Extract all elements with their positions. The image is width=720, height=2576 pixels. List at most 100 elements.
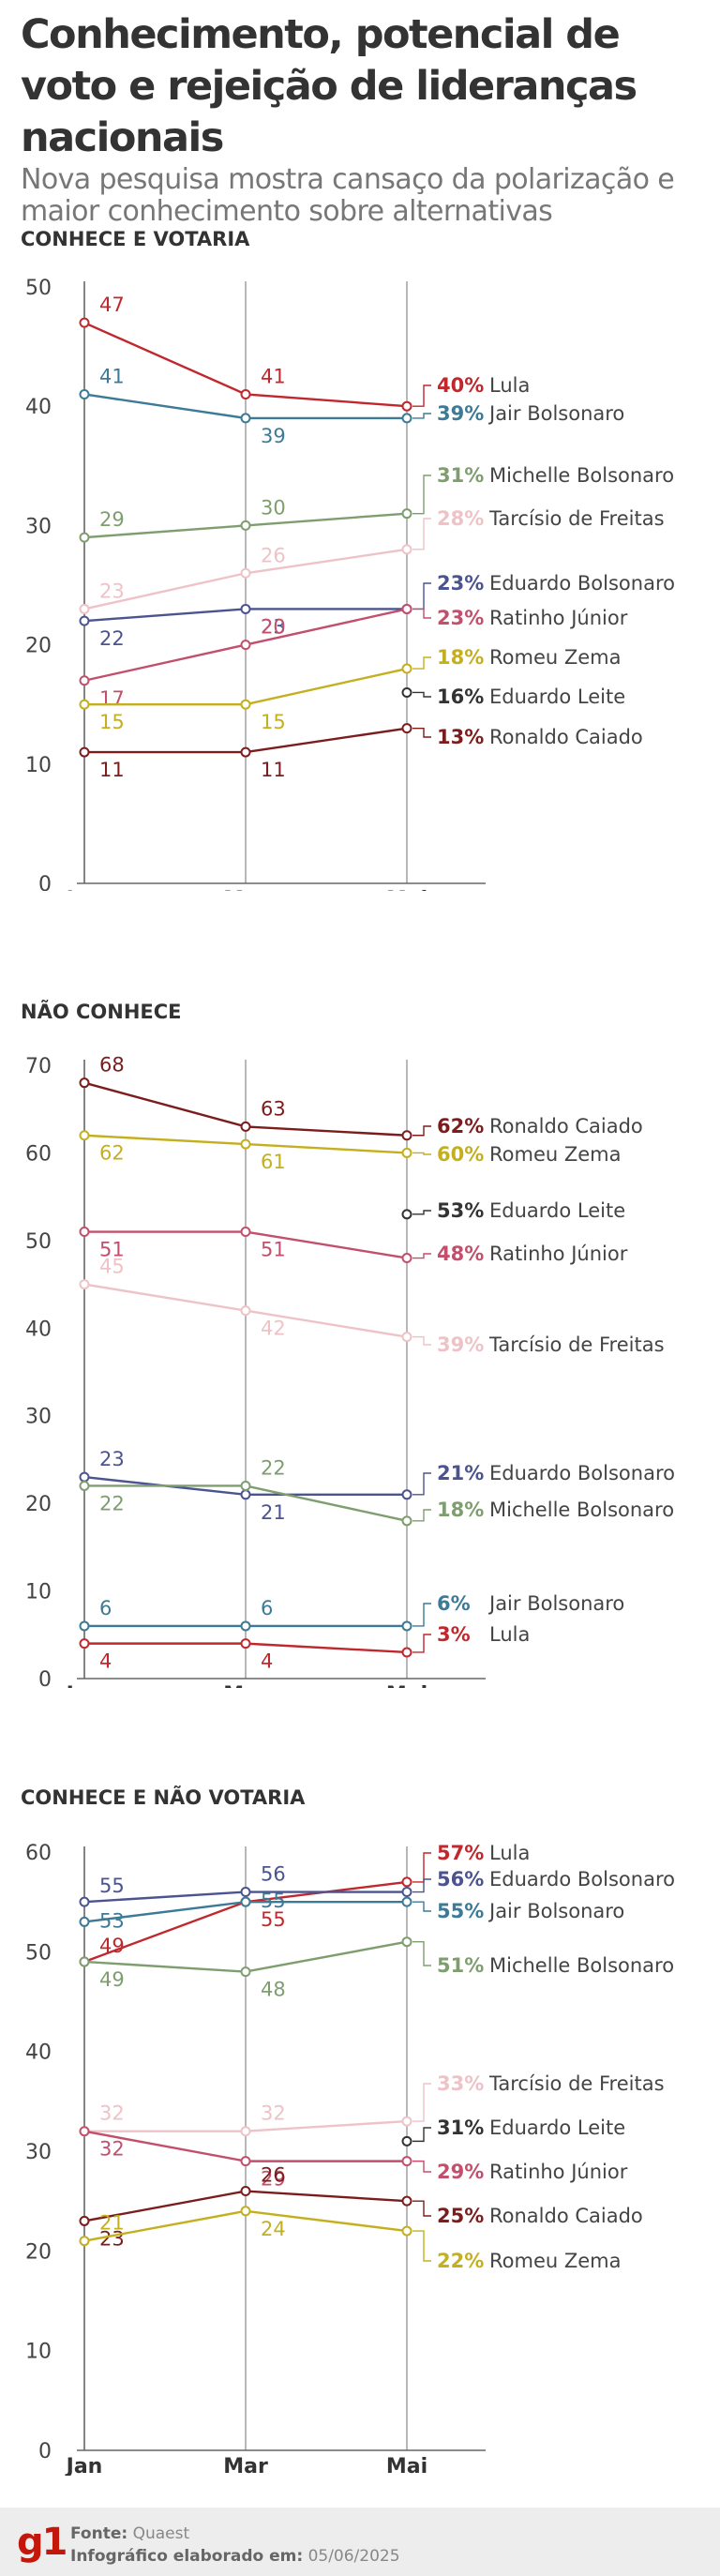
data-point-tarcisio-de-freitas [79,1279,90,1290]
data-label-eduardo-bolsonaro: 21 [261,1501,286,1524]
data-point-michelle-bolsonaro [401,1515,412,1527]
data-label-tarcisio-de-freitas: 32 [261,2102,286,2125]
data-label-ratinho-junior: 17 [99,687,125,710]
y-tick-label: 40 [25,2041,52,2065]
end-value-lula: 40% [437,374,484,397]
label-connector-michelle-bolsonaro [412,1509,431,1522]
end-value-eduardo-bolsonaro: 23% [437,572,484,595]
label-connector-romeu-zema [412,1152,431,1155]
data-label-michelle-bolsonaro: 30 [261,496,286,519]
series-name-lula: Lula [489,1842,530,1864]
data-point-romeu-zema [401,2225,412,2237]
label-connector-eduardo-bolsonaro [412,1878,431,1893]
end-value-eduardo-leite: 53% [437,1199,484,1222]
data-point-ratinho-junior [401,603,412,614]
end-value-lula: 3% [437,1623,471,1646]
data-point-tarcisio-de-freitas [401,544,412,555]
series-name-romeu-zema: Romeu Zema [489,2250,622,2272]
data-point-lula [79,1638,90,1650]
end-value-ronaldo-caiado: 13% [437,726,484,748]
end-value-ratinho-junior: 23% [437,607,484,629]
label-connector-romeu-zema [412,2230,431,2262]
x-tick-label: Jan [65,2455,103,2476]
data-point-romeu-zema [401,663,412,674]
data-point-jair-bolsonaro [401,1896,412,1907]
y-tick-label: 0 [38,2440,52,2463]
data-label-ratinho-junior: 51 [261,1239,286,1261]
data-label-romeu-zema: 21 [99,2212,125,2235]
end-value-eduardo-bolsonaro: 21% [437,1462,484,1484]
series-name-lula: Lula [489,1623,530,1646]
data-label-eduardo-bolsonaro: 22 [99,627,125,650]
data-point-romeu-zema [240,699,251,710]
data-label-ronaldo-caiado: 63 [261,1097,286,1120]
data-label-ronaldo-caiado: 23 [99,2227,125,2250]
data-label-ratinho-junior: 20 [261,616,286,639]
g1-logo: g1 [17,2521,68,2564]
label-connector-lula [412,1634,431,1653]
page-title: Conhecimento, potencial de voto e rejeiç… [21,11,638,161]
data-label-michelle-bolsonaro: 22 [99,1492,125,1514]
data-point-jair-bolsonaro [401,413,412,424]
label-connector-lula [412,384,431,407]
data-label-romeu-zema: 62 [99,1142,125,1165]
y-tick-label: 50 [25,1941,52,1965]
data-point-michelle-bolsonaro [240,520,251,531]
data-point-eduardo-leite [401,1209,412,1220]
data-label-ronaldo-caiado: 68 [99,1054,125,1077]
y-tick-label: 40 [25,396,52,419]
data-point-michelle-bolsonaro [240,1480,251,1491]
series-name-jair-bolsonaro: Jair Bolsonaro [488,402,624,425]
data-point-jair-bolsonaro [240,1620,251,1632]
data-label-eduardo-bolsonaro: 23 [99,1448,125,1470]
x-tick-label: Jan [65,888,103,891]
series-name-eduardo-leite: Eduardo Leite [489,685,625,708]
label-connector-romeu-zema [412,656,431,670]
end-value-ronaldo-caiado: 62% [437,1115,484,1137]
page-subtitle: Nova pesquisa mostra cansaço da polariza… [21,163,675,228]
data-point-ronaldo-caiado [79,2215,90,2226]
label-connector-ronaldo-caiado [412,2200,431,2217]
source-line: Fonte: Quaest [70,2524,189,2543]
end-value-tarcisio-de-freitas: 28% [437,507,484,530]
series-name-eduardo-leite: Eduardo Leite [489,1199,625,1222]
data-point-ronaldo-caiado [240,2186,251,2197]
y-tick-label: 10 [25,2341,52,2364]
data-label-tarcisio-de-freitas: 23 [99,580,125,602]
series-name-ratinho-junior: Ratinho Júnior [489,607,628,629]
data-label-jair-bolsonaro: 55 [261,1890,286,1912]
end-value-michelle-bolsonaro: 51% [437,1954,484,1977]
data-point-jair-bolsonaro [240,413,251,424]
series-name-ratinho-junior: Ratinho Júnior [489,1243,628,1265]
data-label-eduardo-bolsonaro: 23 [261,615,286,638]
label-connector-tarcisio-de-freitas [412,1335,431,1346]
data-point-michelle-bolsonaro [401,508,412,520]
data-point-romeu-zema [79,1130,90,1141]
data-point-lula [240,1638,251,1650]
data-label-jair-bolsonaro: 53 [99,1909,125,1932]
data-label-ratinho-junior: 51 [99,1239,125,1261]
data-label-romeu-zema: 61 [261,1151,286,1173]
end-value-michelle-bolsonaro: 18% [437,1499,484,1521]
y-tick-label: 20 [25,635,52,658]
data-label-tarcisio-de-freitas: 45 [99,1256,125,1278]
chart-nao-conhece: NÃO CONHECE 0 10 20 30 40 50 60 70 Jan Mar Mai 68 63 6… [21,1000,675,1688]
data-point-eduardo-leite [401,686,412,698]
x-tick-label: Mai [386,1683,428,1688]
data-point-tarcisio-de-freitas [240,1305,251,1317]
data-point-ratinho-junior [240,1227,251,1238]
source-label: Fonte: [70,2524,128,2543]
chart-conhece-e-votaria: CONHECE E VOTARIA 0 10 20 30 40 50 Jan Mar Mai 47 4… [21,228,675,891]
y-tick-label: 10 [25,1581,52,1604]
data-label-lula: 4 [99,1650,112,1673]
data-point-ronaldo-caiado [240,1121,251,1132]
data-label-tarcisio-de-freitas: 26 [261,544,286,566]
label-connector-eduardo-bolsonaro [412,582,431,610]
data-point-tarcisio-de-freitas [401,1332,412,1343]
end-value-jair-bolsonaro: 39% [437,402,484,425]
end-value-romeu-zema: 22% [437,2250,484,2272]
data-point-jair-bolsonaro [79,1620,90,1632]
x-tick-label: Mai [386,888,428,891]
series-name-jair-bolsonaro: Jair Bolsonaro [488,1592,624,1615]
data-point-michelle-bolsonaro [79,1956,90,1967]
